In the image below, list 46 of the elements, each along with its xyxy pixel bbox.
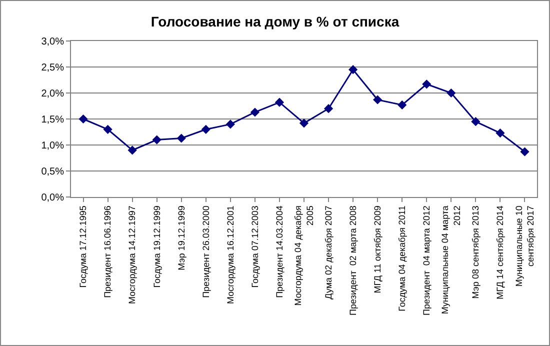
x-tick-label: Мосгордума 16.12.2001 [225,206,236,304]
point [250,108,260,117]
x-tick-label: Президент 16.06.1996 [102,206,113,298]
point [446,88,456,98]
point [299,118,309,128]
x-tick-label: Мэр 08 сентября 2013 [470,206,481,299]
point [103,124,112,134]
y-tick-label: 2,5% [41,62,64,74]
x-tick-label: Госдума 07.12.2003 [250,206,260,288]
point [422,80,432,89]
point [398,100,407,110]
x-tick-label: Госдума 04 декабря 2011 [397,206,408,312]
x-tick-label: Мэр 19.12.1999 [176,206,186,270]
x-tick-label: МГД 14 сентября 2014 [495,206,506,300]
y-tick-label: 3,0% [41,36,64,48]
y-tick-label: 0,0% [41,192,64,204]
x-tick-label: Муниципальные 10 сентября 2017 [514,206,536,287]
point [201,124,210,134]
x-tick-label: МГД 11 октября 2009 [372,206,383,294]
x-tick-label: Президент 02 марта 2008 [348,206,358,316]
y-tick-label: 1,5% [41,114,64,126]
x-tick-label: Муниципальные 04 марта 2012 [440,206,462,314]
x-tick-label: Госдума 19.12.1999 [152,206,162,288]
x-tick-label: Мосгордума 04 декабря 2005 [293,205,315,306]
point [496,128,505,138]
y-tick-label: 2,0% [41,88,64,100]
chart-title: Голосование на дому в % от списка [150,13,400,30]
y-tick-label: 0,5% [41,166,64,178]
x-tick-label: Президент 14.03.2004 [274,206,284,298]
point [520,147,530,156]
point [152,135,162,144]
point [128,146,137,155]
y-tick-label: 1,0% [41,140,64,152]
x-tick-label: Мосгордума 14.12.1997 [127,206,138,304]
point [274,98,284,107]
point [176,134,186,143]
point [226,120,235,129]
x-tick-label: Госдума 17.12.1995 [78,206,88,288]
x-tick-label: Президент 26.03.2000 [200,206,211,298]
point [324,104,334,114]
x-tick-label: Дума 02 декабря 2007 [323,206,334,300]
point [373,95,382,104]
point [471,117,480,126]
point [78,114,88,124]
point [348,65,358,74]
x-tick-label: Президент 04 марта 2012 [422,206,432,316]
